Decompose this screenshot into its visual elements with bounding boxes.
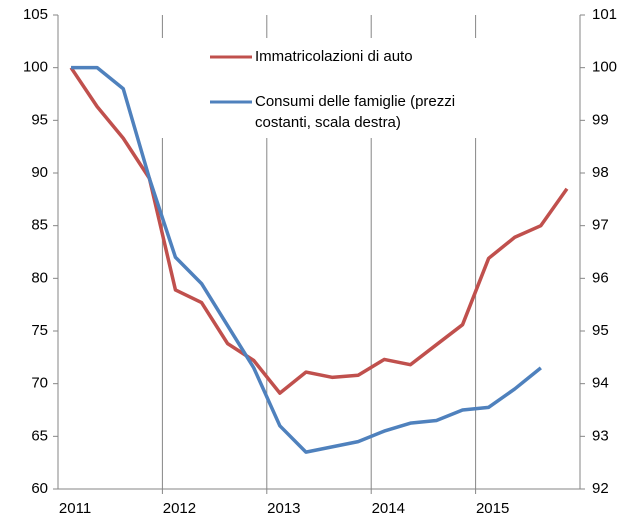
x-tick-label: 2012 [163,500,196,517]
y2-tick-label: 96 [592,269,609,286]
x-tick-label: 2013 [267,500,300,517]
y-tick-label: 95 [31,111,48,128]
y2-tick-label: 98 [592,164,609,181]
y-tick-label: 80 [31,269,48,286]
y2-tick-label: 93 [592,427,609,444]
y-tick-label: 60 [31,480,48,497]
y-tick-label: 65 [31,427,48,444]
x-tick-label: 2015 [476,500,509,517]
y-tick-label: 105 [23,6,48,23]
y2-tick-label: 99 [592,111,609,128]
y-tick-label: 75 [31,322,48,339]
y-tick-label: 85 [31,217,48,234]
y2-tick-label: 101 [592,6,617,23]
line-series [71,65,542,454]
y-tick-label: 90 [31,164,48,181]
y2-tick-label: 94 [592,375,609,392]
x-tick-label: 2011 [59,500,91,517]
y2-tick-label: 92 [592,480,609,497]
y2-tick-label: 100 [592,59,617,76]
legend-box [160,38,490,138]
legend-label: Consumi delle famiglie (prezzi costanti,… [255,93,456,131]
y2-tick-label: 95 [592,322,609,339]
y-tick-label: 70 [31,375,48,392]
legend-label: Immatricolazioni di auto [255,48,413,65]
x-tick-label: 2014 [372,500,405,517]
y2-tick-label: 97 [592,217,609,234]
y-tick-label: 100 [23,59,48,76]
